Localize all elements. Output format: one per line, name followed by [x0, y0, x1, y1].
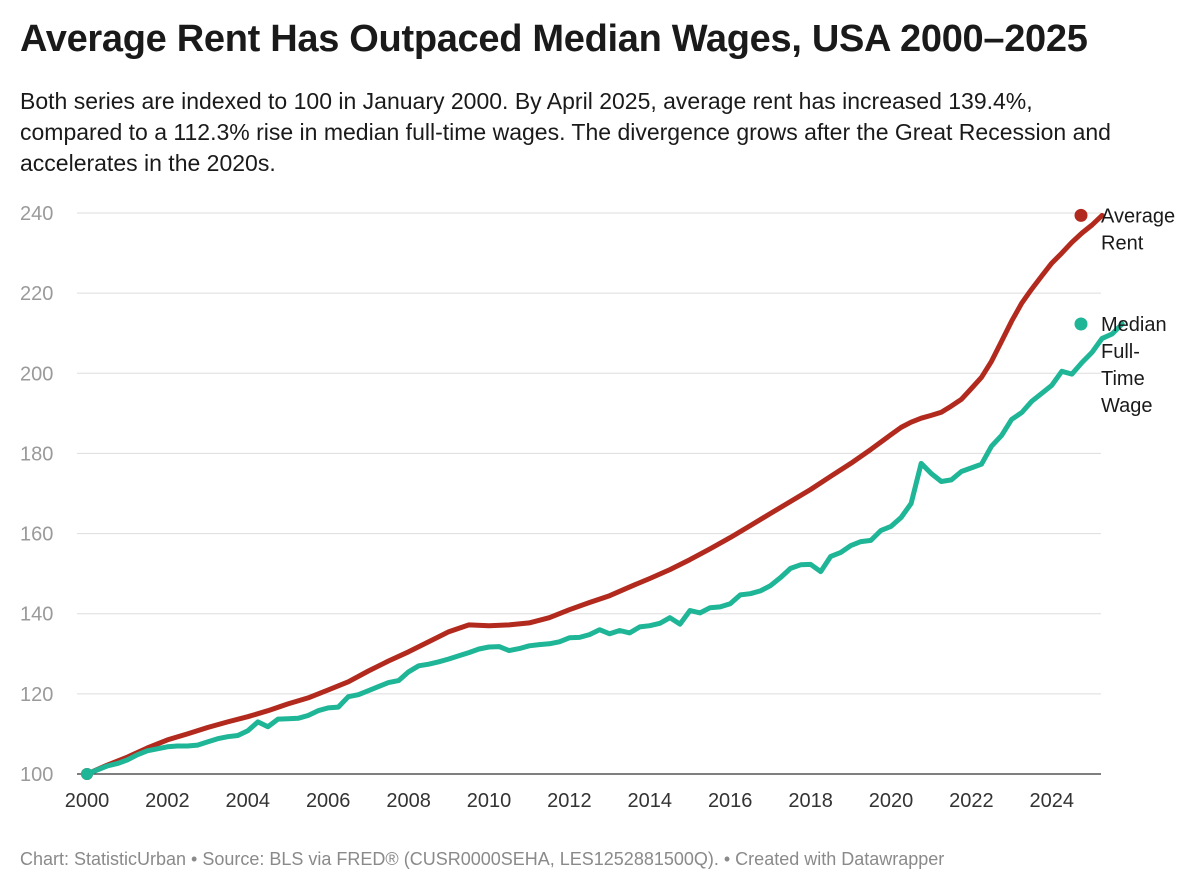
x-tick-label-2024: 2024: [1030, 790, 1075, 812]
chart-subtitle: Both series are indexed to 100 in Januar…: [20, 88, 1111, 176]
y-tick-label-100: 100: [20, 764, 53, 786]
median-full-time-wage-label-line: Median: [1101, 314, 1167, 336]
average-rent-line: [84, 212, 1105, 777]
average-rent-label: Average Rent: [1101, 205, 1175, 254]
x-tick-label-2004: 2004: [226, 790, 271, 812]
median-full-time-wage-label-line: Full-: [1101, 341, 1140, 363]
y-tick-label-120: 120: [20, 684, 53, 706]
y-tick-label-240: 240: [20, 203, 53, 225]
y-tick-label-220: 220: [20, 283, 53, 305]
x-tick-label-2008: 2008: [386, 790, 431, 812]
average-rent-label-line: Rent: [1101, 232, 1144, 254]
grid-lines: [77, 212, 1101, 775]
x-tick-label-2016: 2016: [708, 790, 753, 812]
x-tick-label-2006: 2006: [306, 790, 351, 812]
x-tick-label-2020: 2020: [869, 790, 914, 812]
series-lines: [81, 208, 1125, 780]
y-tick-label-200: 200: [20, 363, 53, 385]
median-full-time-wage-line: [84, 321, 1125, 777]
x-tick-label-2018: 2018: [788, 790, 833, 812]
average-rent-end-dot: [1074, 208, 1088, 222]
median-full-time-wage-label-line: Wage: [1101, 395, 1153, 417]
x-tick-label-2022: 2022: [949, 790, 994, 812]
y-tick-label-180: 180: [20, 443, 53, 465]
y-tick-label-140: 140: [20, 604, 53, 626]
x-tick-label-2014: 2014: [628, 790, 673, 812]
x-tick-label-2010: 2010: [467, 790, 512, 812]
median-full-time-wage-start-dot: [81, 768, 93, 780]
chart-title: Average Rent Has Outpaced Median Wages, …: [20, 18, 1088, 60]
series-labels: Average Rent Median Full- Time Wage: [1101, 205, 1175, 417]
median-full-time-wage-end-dot: [1074, 317, 1088, 331]
x-tick-label-2012: 2012: [547, 790, 592, 812]
y-tick-label-160: 160: [20, 524, 53, 546]
axis-ticks: 100 120 140 160 180 200 220 240 2000 2002 2004 2006…: [20, 203, 1074, 812]
median-full-time-wage-label-line: Time: [1101, 368, 1145, 390]
median-full-time-wage-label: Median Full- Time Wage: [1101, 314, 1167, 417]
average-rent-label-line: Average: [1101, 205, 1175, 227]
x-tick-label-2002: 2002: [145, 790, 190, 812]
chart-footer: Chart: StatisticUrban • Source: BLS via …: [20, 849, 945, 869]
x-tick-label-2000: 2000: [65, 790, 110, 812]
